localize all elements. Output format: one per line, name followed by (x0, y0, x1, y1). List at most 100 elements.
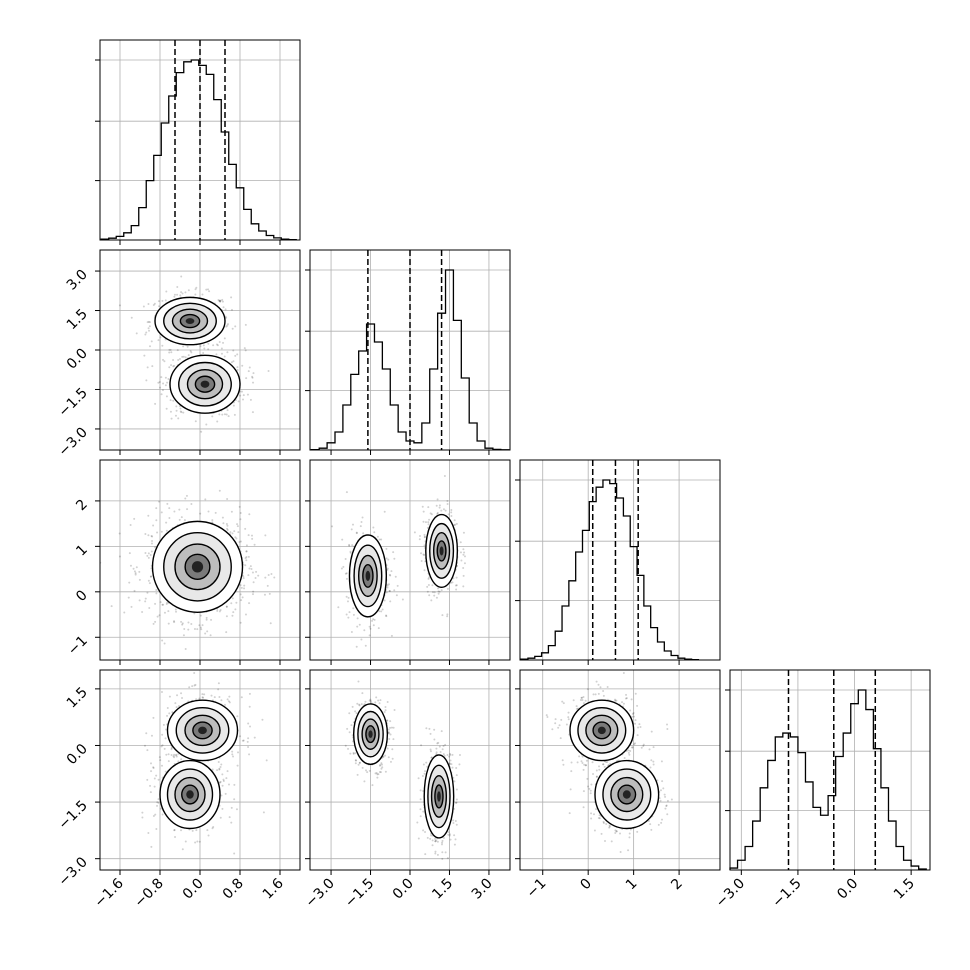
panel-p0-p3: −1.6 −0.8 0.0 0.8 1.6−3.0−1.50.01.5 (55, 669, 301, 911)
scatter-point (168, 507, 171, 510)
hist-p2-panel (515, 459, 721, 665)
panel-p0-p1-contour-1-3 (194, 375, 216, 393)
scatter-point (442, 508, 445, 511)
scatter-point (241, 739, 244, 742)
scatter-point (386, 700, 389, 703)
scatter-point (225, 316, 228, 319)
scatter-point (249, 565, 252, 568)
scatter-point (155, 828, 158, 831)
scatter-point (377, 773, 380, 776)
scatter-point (391, 748, 394, 751)
scatter-point (225, 605, 228, 608)
scatter-point (227, 700, 230, 703)
y-tick-label-p3: −3.0 (55, 854, 90, 889)
scatter-point (455, 788, 458, 791)
scatter-point (159, 807, 162, 810)
scatter-point (387, 731, 390, 734)
scatter-point (586, 777, 589, 780)
scatter-point (173, 293, 176, 296)
scatter-point (239, 540, 242, 543)
scatter-point (232, 611, 235, 614)
scatter-point (247, 737, 250, 740)
panel-p1-p2-contour-0-1 (353, 544, 383, 608)
scatter-point (191, 685, 194, 688)
scatter-point (227, 415, 230, 418)
scatter-point (244, 527, 247, 530)
scatter-point (351, 523, 354, 526)
scatter-point (220, 699, 223, 702)
scatter-point (150, 542, 153, 545)
scatter-point (247, 370, 250, 373)
scatter-point (181, 622, 184, 625)
scatter-point (368, 634, 371, 637)
scatter-point (449, 838, 452, 841)
y-tick-label-p2: 1 (73, 542, 91, 560)
scatter-point (147, 534, 150, 537)
scatter-point (210, 694, 213, 697)
scatter-point (157, 381, 160, 384)
scatter-point (245, 377, 248, 380)
scatter-point (164, 376, 167, 379)
scatter-point (386, 567, 389, 570)
panel-p1-p3-contour-0-1 (357, 710, 384, 758)
scatter-point (163, 611, 166, 614)
scatter-point (171, 711, 174, 714)
scatter-point (379, 771, 382, 774)
scatter-point (393, 557, 396, 560)
scatter-point (380, 767, 383, 770)
scatter-point (167, 622, 170, 625)
scatter-point (270, 572, 273, 575)
scatter-point (152, 304, 155, 307)
scatter-point (236, 764, 239, 767)
scatter-point (248, 366, 251, 369)
scatter-point (182, 411, 185, 414)
scatter-point (436, 512, 439, 515)
scatter-point (387, 756, 390, 759)
scatter-point (216, 420, 219, 423)
scatter-point (368, 769, 371, 772)
scatter-point (157, 798, 160, 801)
scatter-point (369, 698, 372, 701)
y-tick-label-p1: 1.5 (64, 306, 91, 333)
scatter-point (173, 621, 176, 624)
scatter-point (458, 763, 461, 766)
scatter-point (424, 853, 427, 856)
scatter-point (247, 555, 250, 558)
hist-p2-frame (519, 459, 721, 661)
scatter-point (123, 611, 126, 614)
panel-p1-p2-contour-0-2 (357, 554, 378, 598)
scatter-point (160, 511, 163, 514)
scatter-point (144, 600, 147, 603)
scatter-point (448, 763, 451, 766)
scatter-point (221, 516, 224, 519)
scatter-point (184, 356, 187, 359)
scatter-point (214, 511, 217, 514)
scatter-point (218, 610, 221, 613)
scatter-point (366, 771, 369, 774)
scatter-point (243, 587, 246, 590)
scatter-point (133, 570, 136, 573)
scatter-point (235, 537, 238, 540)
scatter-point (252, 590, 255, 593)
scatter-point (422, 810, 425, 813)
scatter-point (180, 758, 183, 761)
panel-p0-p1-contour-1-1 (178, 361, 232, 407)
scatter-point (243, 347, 246, 350)
scatter-point (389, 726, 392, 729)
scatter-point (368, 699, 371, 702)
scatter-point (455, 584, 458, 587)
scatter-point (165, 290, 168, 293)
scatter-point (359, 525, 362, 528)
scatter-point (435, 596, 438, 599)
scatter-point (161, 813, 164, 816)
scatter-point (206, 630, 209, 633)
scatter-point (378, 764, 381, 767)
scatter-point (220, 347, 223, 350)
scatter-point (368, 625, 371, 628)
scatter-point (158, 500, 161, 503)
scatter-point (379, 699, 382, 702)
scatter-point (233, 852, 236, 855)
panel-p1-p2-contour-1-3 (436, 540, 447, 562)
scatter-point (352, 752, 355, 755)
scatter-point (167, 753, 170, 756)
